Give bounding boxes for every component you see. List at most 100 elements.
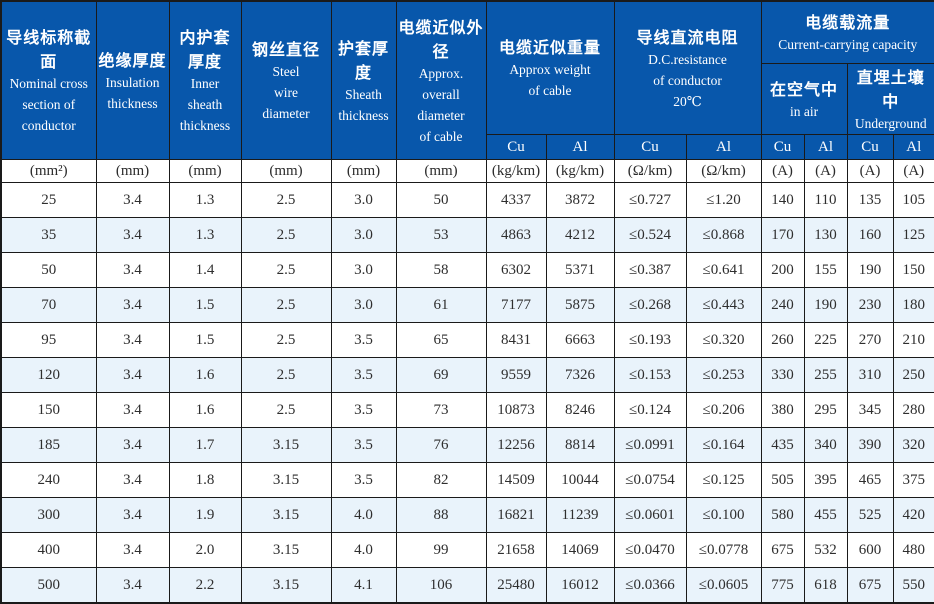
data-cell: 375	[892, 462, 934, 499]
data-cell: 16821	[485, 497, 547, 534]
data-cell: 230	[846, 287, 894, 324]
data-cell: 150	[0, 392, 97, 429]
data-cell: 65	[395, 322, 487, 359]
data-cell: 185	[0, 427, 97, 464]
data-cell: ≤0.206	[685, 392, 762, 429]
data-cell: 675	[846, 567, 894, 604]
data-cell: 3.0	[330, 217, 397, 254]
header-row-capacity-sub: 在空气中 in air 直埋土壤中 Underground	[1, 62, 934, 136]
data-cell: 3.15	[240, 462, 332, 499]
data-cell: 3.4	[95, 497, 170, 534]
data-cell: 240	[0, 462, 97, 499]
data-cell: 2.5	[240, 357, 332, 394]
unit-cell: (A)	[803, 159, 848, 184]
data-cell: 2.5	[240, 287, 332, 324]
data-cell: 775	[760, 567, 805, 604]
table-row: 120 3.4 1.6 2.5 3.5 69 9559 7326 ≤0.153 ≤0.253 330…	[0, 357, 934, 394]
data-cell: 95	[0, 322, 97, 359]
data-cell: 400	[0, 532, 97, 569]
data-cell: 82	[395, 462, 487, 499]
data-cell: 2.0	[168, 532, 242, 569]
data-cell: 380	[760, 392, 805, 429]
data-cell: 8814	[545, 427, 615, 464]
data-cell: 310	[846, 357, 894, 394]
data-cell: 330	[760, 357, 805, 394]
unit-cell: (Ω/km)	[613, 159, 687, 184]
data-cell: 250	[892, 357, 934, 394]
data-cell: 420	[892, 497, 934, 534]
data-cell: 3.15	[240, 567, 332, 604]
data-cell: ≤0.727	[613, 182, 687, 219]
header-en-label: Underground	[854, 115, 927, 131]
data-cell: 4.0	[330, 497, 397, 534]
data-cell: 1.6	[168, 392, 242, 429]
data-cell: 69	[395, 357, 487, 394]
unit-cell: (mm)	[395, 159, 487, 184]
header-underground: 直埋土壤中 Underground	[846, 62, 934, 136]
data-cell: 8431	[485, 322, 547, 359]
data-cell: 480	[892, 532, 934, 569]
header-zh-label: 在空气中	[770, 81, 839, 99]
data-cell: 1.7	[168, 427, 242, 464]
header-en-label: Steel wire diameter	[262, 64, 310, 122]
data-cell: 3.5	[330, 462, 397, 499]
header-en-label: Inner sheath thickness	[179, 76, 231, 134]
unit-cell: (A)	[846, 159, 894, 184]
data-cell: ≤0.253	[685, 357, 762, 394]
data-cell: 1.9	[168, 497, 242, 534]
data-cell: 340	[803, 427, 848, 464]
data-cell: 9559	[485, 357, 547, 394]
table-row: 35 3.4 1.3 2.5 3.0 53 4863 4212 ≤0.524 ≤0.868 170 1…	[0, 217, 934, 254]
data-cell: 210	[892, 322, 934, 359]
data-cell: 3.4	[95, 462, 170, 499]
data-cell: 11239	[545, 497, 615, 534]
data-cell: 135	[846, 182, 894, 219]
data-cell: 125	[892, 217, 934, 254]
data-cell: 3.4	[95, 392, 170, 429]
data-cell: 180	[892, 287, 934, 324]
header-zh-label: 导线直流电阻	[636, 29, 739, 47]
header-en-label: Approx weight of cable	[509, 62, 591, 99]
data-cell: 61	[395, 287, 487, 324]
metal-header-cell: Al	[892, 134, 934, 161]
data-cell: 455	[803, 497, 848, 534]
data-cell: ≤0.0754	[613, 462, 687, 499]
table-row: 95 3.4 1.5 2.5 3.5 65 8431 6663 ≤0.193 ≤0.320 260 2…	[0, 322, 934, 359]
data-cell: 160	[846, 217, 894, 254]
data-cell: 35	[0, 217, 97, 254]
data-cell: 225	[803, 322, 848, 359]
data-cell: 240	[760, 287, 805, 324]
data-cell: 21658	[485, 532, 547, 569]
header-current-carrying-capacity: 电缆载流量 Current-carrying capacity	[760, 0, 934, 64]
data-cell: 106	[395, 567, 487, 604]
data-cell: 3.4	[95, 287, 170, 324]
data-cell: 435	[760, 427, 805, 464]
data-cell: 88	[395, 497, 487, 534]
unit-cell: (mm)	[168, 159, 242, 184]
data-cell: 270	[846, 322, 894, 359]
header-zh-label: 电缆近似重量	[499, 40, 602, 58]
table-header: 导线标称截面 Nominal cross section of conducto…	[0, 0, 934, 161]
unit-cell: (mm)	[95, 159, 170, 184]
header-en-label: Current-carrying capacity	[778, 36, 918, 52]
data-cell: 395	[803, 462, 848, 499]
metal-header-cell: Cu	[760, 134, 805, 161]
data-cell: ≤0.387	[613, 252, 687, 289]
data-cell: 170	[760, 217, 805, 254]
data-cell: 2.5	[240, 182, 332, 219]
data-cell: 550	[892, 567, 934, 604]
data-cell: ≤0.0601	[613, 497, 687, 534]
units-row: (mm²) (mm) (mm) (mm) (mm) (mm) (kg/km) (kg/km)(…	[0, 159, 934, 184]
header-row-metals: Cu Al Cu Al Cu Al Cu Al	[1, 134, 934, 161]
data-cell: 76	[395, 427, 487, 464]
data-cell: 1.8	[168, 462, 242, 499]
header-in-air: 在空气中 in air	[760, 62, 848, 136]
data-cell: ≤1.20	[685, 182, 762, 219]
data-cell: 3.15	[240, 497, 332, 534]
data-cell: 53	[395, 217, 487, 254]
data-cell: 3.5	[330, 322, 397, 359]
data-cell: 1.6	[168, 357, 242, 394]
data-cell: ≤0.320	[685, 322, 762, 359]
data-cell: ≤0.0991	[613, 427, 687, 464]
data-cell: 73	[395, 392, 487, 429]
